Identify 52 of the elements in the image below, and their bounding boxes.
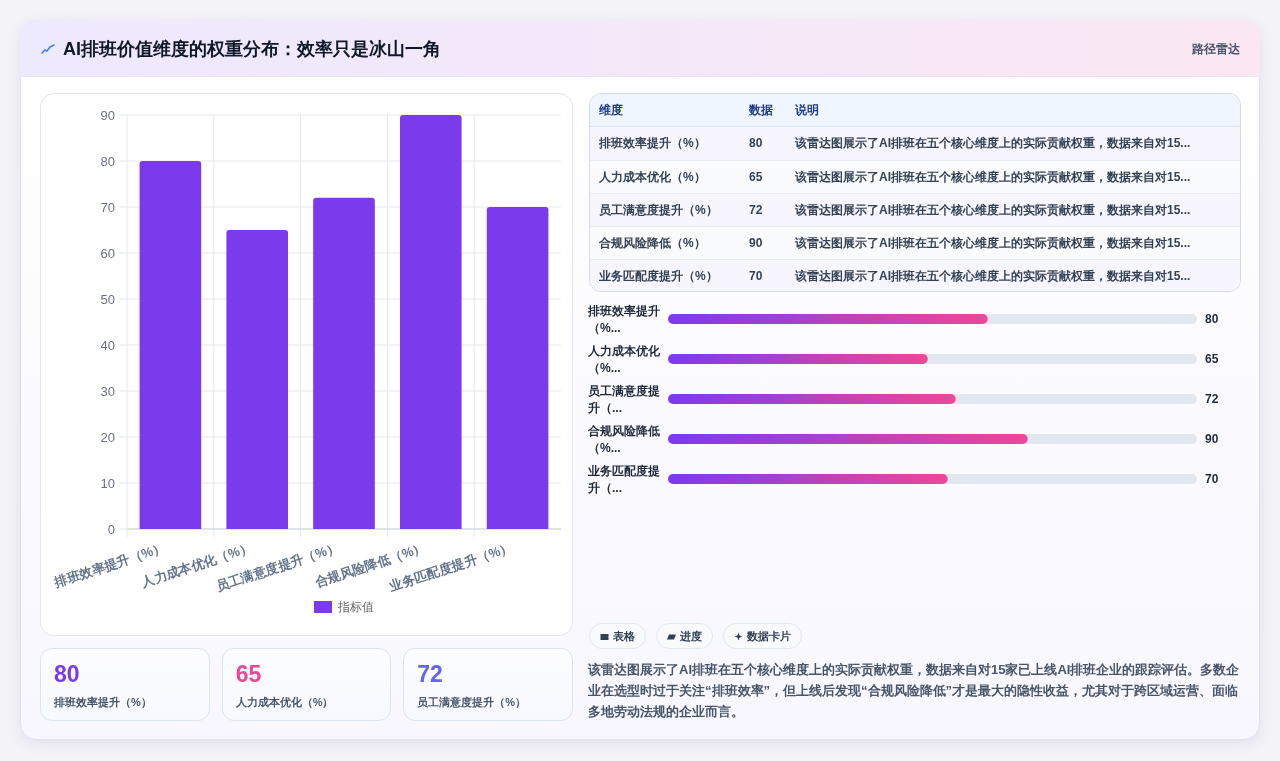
data-label: 65 [235, 660, 262, 689]
category-label: 排班效率提升（%） [599, 135, 706, 152]
category-label: 员工满意度提升（%） [599, 202, 718, 219]
data-label: 65 [1205, 352, 1219, 366]
y-tick-label: 30 [100, 383, 115, 399]
y-tick-label: 40 [100, 337, 115, 353]
text: 表格 [613, 628, 635, 644]
text: 说明 [795, 102, 819, 119]
text: 该雷达图展示了AI排班在五个核心维度上的实际贡献权重，数据来自对15... [795, 169, 1191, 186]
text: 维度 [599, 102, 623, 119]
legend-label: 指标值 [337, 600, 374, 614]
text: 该雷达图展示了AI排班在五个核心维度上的实际贡献权重，数据来自对15... [795, 268, 1191, 285]
data-label: 80 [749, 135, 763, 152]
text: 进度 [680, 628, 702, 644]
data-label: 70 [1205, 472, 1219, 486]
text: 该雷达图展示了AI排班在五个核心维度上的实际贡献权重，数据来自对15... [795, 202, 1191, 219]
category-label: 排班效率提升（%） [54, 695, 152, 710]
y-tick-label: 人力成本优化（%... [588, 344, 660, 375]
data-label: 65 [749, 169, 763, 186]
text: 数据卡片 [747, 628, 791, 644]
data-label: 90 [1205, 432, 1219, 446]
y-tick-label: 80 [100, 153, 115, 169]
text: 路径雷达 [1192, 41, 1240, 58]
text: 该雷达图展示了AI排班在五个核心维度上的实际贡献权重，数据来自对15... [795, 135, 1191, 152]
text: 该雷达图展示了AI排班在五个核心维度上的实际贡献权重，数据来自对15... [795, 235, 1191, 252]
data-label: 90 [749, 235, 763, 252]
data-label: 72 [749, 202, 763, 219]
chart-title: AI排班价值维度的权重分布：效率只是冰山一角 [63, 38, 441, 61]
data-label: 72 [417, 660, 443, 689]
data-label: 80 [1205, 312, 1219, 326]
category-label: 人力成本优化（%） [599, 169, 706, 186]
y-tick-label: 90 [100, 107, 115, 123]
text: 数据 [749, 102, 773, 119]
category-label: 员工满意度提升（%） [417, 695, 527, 710]
text: 该雷达图展示了AI排班在五个核心维度上的实际贡献权重，数据来自对15家已上线AI排班企业的跟踪评估。多数企业在选型时过于关注“排班效率”，但上线后发现“合规风险降低”才是最大的隐性收益，尤其对于跨区域运营、面临多地劳动法规的企业而言。 [588, 661, 1241, 721]
data-label: 70 [749, 268, 763, 285]
y-tick-label: 60 [100, 245, 115, 261]
y-tick-label: 0 [107, 521, 115, 537]
y-tick-label: 70 [100, 199, 115, 215]
y-tick-label: 10 [100, 475, 115, 491]
category-label: 业务匹配度提升（%） [599, 268, 718, 285]
y-tick-label: 合规风险降低（%... [588, 424, 660, 455]
category-label: 人力成本优化（%） [235, 695, 334, 710]
y-tick-label: 50 [100, 291, 115, 307]
data-label: 72 [1205, 392, 1219, 406]
y-tick-label: 20 [100, 429, 115, 445]
y-tick-label: 员工满意度提升（... [588, 384, 660, 415]
y-tick-label: 业务匹配度提升（... [588, 464, 660, 495]
y-tick-label: 排班效率提升（%... [588, 304, 660, 335]
data-label: 80 [54, 660, 80, 689]
legend: 指标值 [314, 600, 374, 614]
category-label: 合规风险降低（%） [599, 235, 706, 252]
